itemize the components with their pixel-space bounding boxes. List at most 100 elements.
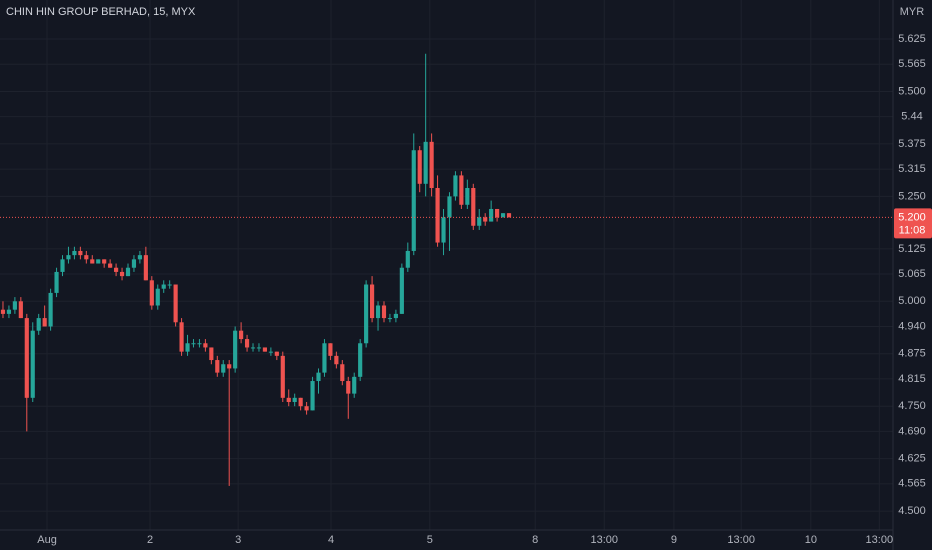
x-tick-label: 9 (671, 534, 677, 546)
candle-body (453, 175, 458, 197)
y-tick-label: 5.625 (898, 33, 926, 45)
candle-body (417, 150, 422, 184)
candle-body (459, 175, 464, 205)
candle-body (48, 292, 53, 327)
candle-body (239, 330, 244, 340)
candle-body (334, 355, 339, 365)
candle-body (495, 208, 500, 218)
candle-body (393, 313, 398, 319)
candle-body (84, 255, 89, 260)
candle-body (173, 284, 178, 323)
candle-body (191, 343, 196, 345)
candle-body (0, 309, 6, 314)
candle-body (256, 347, 262, 349)
candle-body (54, 271, 59, 293)
y-tick-label: 4.690 (898, 425, 926, 437)
candle-body (18, 301, 23, 319)
currency: MYR (900, 6, 925, 18)
candle-body (322, 343, 327, 373)
candle-body (399, 267, 404, 314)
x-tick-label: 5 (427, 534, 433, 546)
candle-body (346, 381, 351, 394)
candle-body (506, 213, 512, 218)
candle-body (72, 250, 77, 256)
chart-title: CHIN HIN GROUP BERHAD, 15, MYX (6, 6, 196, 18)
candle-body (465, 187, 470, 205)
candle-body (441, 217, 446, 243)
y-tick-label: 5.125 (898, 243, 926, 255)
y-tick-label: 5.250 (898, 190, 926, 202)
candle-body (30, 330, 35, 398)
candle-body (108, 263, 113, 268)
candle-body (78, 250, 83, 256)
candle-body (483, 217, 488, 222)
candle-body (24, 318, 29, 398)
y-tick-label: 5.065 (898, 268, 926, 280)
candle-body (435, 187, 440, 243)
candle-body (203, 343, 208, 348)
candle-body (405, 250, 410, 268)
candle-body (197, 343, 202, 345)
candle-body (143, 255, 148, 281)
x-tick-label: 13:00 (866, 534, 894, 546)
candle-body (262, 347, 268, 352)
candle-body (328, 343, 333, 356)
candle-body (155, 288, 160, 306)
y-tick-label: 5.44 (901, 111, 922, 123)
candle-body (119, 271, 125, 277)
candle-body (477, 217, 482, 226)
x-tick-label: Aug (37, 534, 57, 546)
candle-body (36, 318, 41, 331)
y-tick-label: 5.375 (898, 138, 926, 150)
x-tick-label: 13:00 (590, 534, 618, 546)
candle-body (227, 364, 232, 369)
candle-body (60, 259, 65, 272)
candle-body (358, 343, 363, 377)
candle-body (6, 309, 12, 314)
x-tick-label: 13:00 (727, 534, 755, 546)
candle-body (102, 259, 107, 264)
candle-body (268, 351, 273, 353)
x-tick-label: 4 (328, 534, 334, 546)
y-tick-label: 5.565 (898, 58, 926, 70)
y-tick-label: 4.565 (898, 478, 926, 490)
candle-body (137, 255, 142, 260)
y-tick-label: 5.000 (898, 295, 926, 307)
candle-body (185, 343, 190, 352)
y-tick-label: 4.815 (898, 373, 926, 385)
x-tick-label: 10 (805, 534, 817, 546)
candle-body (310, 381, 315, 411)
candle-body (250, 347, 256, 349)
candle-body (429, 141, 434, 188)
last-price-badge (894, 208, 932, 239)
candle-body (316, 372, 321, 382)
candle-body (42, 318, 47, 327)
candle-body (161, 284, 166, 289)
candle-body (66, 255, 71, 260)
candle-body (352, 376, 357, 394)
candle-body (423, 141, 428, 184)
candle-body (375, 305, 381, 319)
grid (0, 0, 893, 530)
candle-body (114, 267, 119, 272)
candle-body (244, 339, 250, 348)
candle-body (340, 364, 345, 382)
candle-body (298, 397, 303, 407)
y-tick-label: 5.500 (898, 85, 926, 97)
candle-body (387, 318, 393, 320)
candle-body (447, 196, 452, 218)
candle-body (221, 364, 226, 373)
candle-body (167, 284, 172, 286)
candle-body (489, 208, 494, 222)
candle-body (131, 259, 137, 268)
candle-body (274, 351, 279, 356)
candle-body (96, 259, 101, 264)
candle-body (286, 397, 291, 403)
y-tick-label: 5.315 (898, 163, 926, 175)
y-tick-label: 4.940 (898, 320, 926, 332)
candle-body (233, 330, 238, 369)
last-price-label: 5.200 (898, 211, 926, 223)
candle-body (179, 322, 184, 352)
